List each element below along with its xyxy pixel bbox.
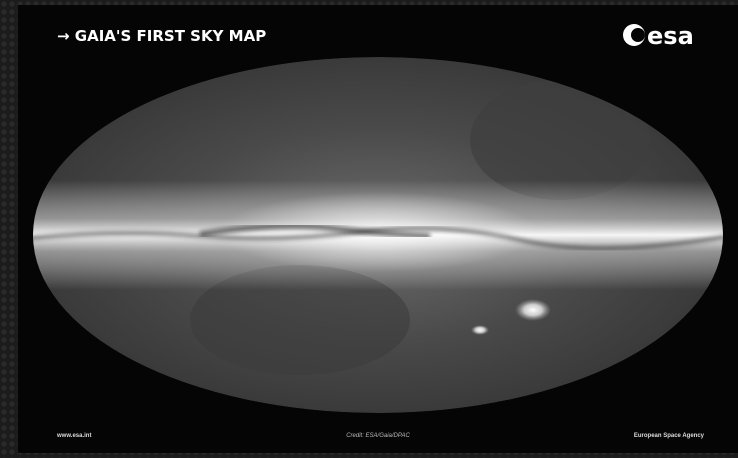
logo-icon xyxy=(623,24,645,46)
footer-left: www.esa.int xyxy=(56,433,91,439)
footer-right: European Space Agency xyxy=(634,433,705,439)
footer-credit: Credit: ESA/Gaia/DPAC xyxy=(346,433,410,439)
logo: esa xyxy=(647,22,694,50)
sky-map xyxy=(33,57,723,413)
title: → GAIA'S FIRST SKY MAP xyxy=(57,27,266,45)
